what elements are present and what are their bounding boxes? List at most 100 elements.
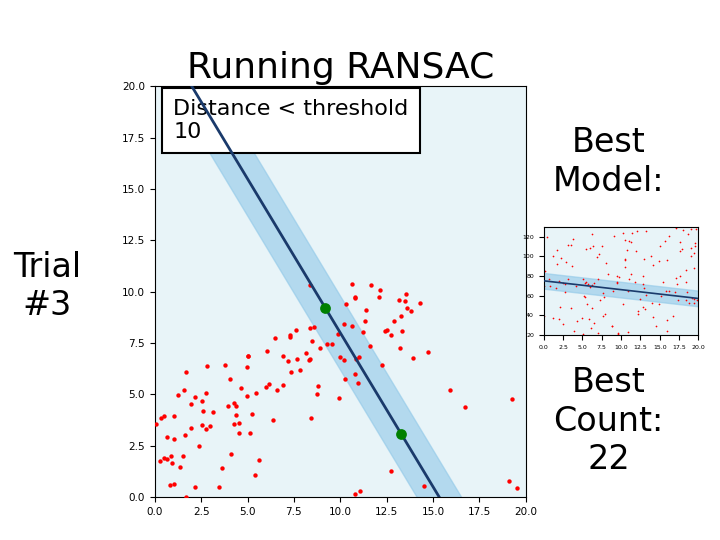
Point	[321, 340, 333, 349]
Point	[327, 340, 338, 348]
Point	[632, 310, 644, 319]
Point	[253, 456, 264, 464]
Point	[150, 420, 162, 428]
Point	[611, 279, 623, 287]
Point	[230, 411, 241, 420]
Point	[653, 257, 665, 266]
Point	[305, 354, 316, 363]
Point	[674, 238, 685, 246]
Point	[354, 487, 366, 495]
Point	[551, 246, 562, 254]
Point	[201, 361, 212, 370]
Point	[586, 281, 598, 289]
Point	[565, 303, 577, 312]
Point	[686, 293, 698, 302]
Point	[180, 492, 192, 501]
Point	[166, 451, 177, 460]
Point	[168, 412, 180, 421]
Point	[562, 240, 574, 249]
Point	[670, 287, 681, 296]
Point	[587, 303, 598, 312]
Point	[414, 299, 426, 308]
Point	[681, 288, 693, 296]
Point	[168, 480, 180, 488]
Point	[592, 274, 603, 283]
Point	[244, 428, 256, 437]
Point	[591, 253, 603, 261]
Point	[350, 354, 361, 363]
Title: Running RANSAC: Running RANSAC	[186, 51, 494, 85]
Point	[385, 330, 397, 339]
Point	[554, 303, 565, 312]
Point	[562, 275, 574, 284]
Point	[618, 228, 629, 237]
Point	[685, 252, 697, 260]
Point	[582, 280, 593, 288]
Point	[161, 433, 173, 441]
Point	[670, 224, 682, 232]
Point	[613, 329, 624, 338]
Point	[228, 399, 240, 408]
Point	[382, 326, 393, 334]
Point	[401, 290, 413, 299]
Point	[338, 356, 350, 365]
Point	[623, 328, 634, 337]
Point	[655, 291, 667, 300]
Point	[341, 299, 352, 308]
Point	[598, 292, 610, 301]
Point	[204, 422, 216, 430]
Point	[385, 466, 397, 475]
Point	[349, 370, 361, 379]
Point	[301, 349, 312, 358]
Point	[598, 288, 609, 297]
Point	[333, 394, 344, 402]
Point	[278, 351, 289, 360]
Point	[334, 352, 346, 361]
Point	[581, 300, 593, 309]
Point	[235, 383, 246, 392]
Point	[685, 244, 697, 253]
Point	[260, 383, 271, 391]
Point	[551, 259, 562, 268]
Point	[550, 284, 562, 293]
Point	[660, 287, 672, 295]
Point	[459, 402, 471, 411]
Point	[617, 300, 629, 309]
Point	[607, 322, 618, 330]
Point	[189, 393, 201, 402]
Point	[639, 304, 651, 313]
Point	[284, 331, 295, 340]
Point	[249, 470, 261, 479]
Point	[688, 264, 699, 273]
Point	[544, 282, 555, 291]
Point	[376, 360, 387, 369]
Point	[207, 408, 219, 416]
Point	[161, 455, 172, 463]
Point	[619, 235, 631, 244]
Point	[567, 235, 579, 244]
Point	[423, 347, 434, 356]
Point	[557, 320, 569, 328]
Point	[418, 482, 430, 491]
Point	[193, 441, 204, 450]
Point	[640, 226, 652, 235]
Point	[623, 275, 634, 284]
Point	[333, 330, 344, 339]
Point	[646, 298, 657, 307]
Point	[189, 483, 201, 491]
Point	[637, 271, 649, 280]
Point	[338, 320, 350, 328]
Point	[567, 261, 578, 270]
Point	[320, 303, 331, 312]
Point	[593, 329, 604, 338]
Point	[634, 295, 646, 303]
Point	[594, 249, 606, 258]
Point	[663, 231, 675, 240]
Point	[511, 483, 523, 492]
Point	[250, 389, 261, 397]
Point	[599, 310, 611, 319]
Point	[364, 342, 376, 350]
Point	[213, 482, 225, 491]
Point	[579, 293, 590, 301]
Point	[683, 230, 694, 238]
